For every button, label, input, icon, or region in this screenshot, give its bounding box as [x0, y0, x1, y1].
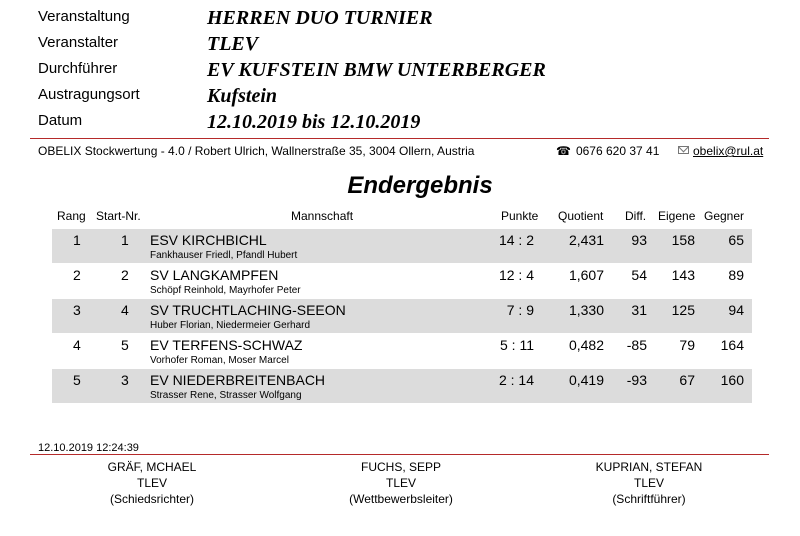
official-club: TLEV [633, 476, 664, 490]
header-divider [30, 138, 769, 139]
header-quotient: Quotient [558, 209, 604, 223]
cell-team: EV NIEDERBREITENBACH [150, 372, 326, 388]
cell-diff: -85 [626, 337, 647, 353]
cell-gegner: 160 [720, 372, 744, 388]
cell-start: 1 [121, 232, 129, 248]
cell-gegner: 89 [728, 267, 744, 283]
header-diff: Diff. [625, 209, 647, 223]
cell-gegner: 65 [728, 232, 744, 248]
cell-players: Schöpf Reinhold, Mayrhofer Peter [150, 285, 301, 296]
official-name: KUPRIAN, STEFAN [595, 460, 703, 474]
official-recorder: KUPRIAN, STEFAN TLEV (Schriftführer) [539, 459, 759, 507]
venue-label: Austragungsort [38, 86, 140, 103]
official-competition-leader: FUCHS, SEPP TLEV (Wettbewerbsleiter) [291, 459, 511, 507]
telephone-icon: ☎ [556, 144, 571, 158]
official-club: TLEV [136, 476, 167, 490]
cell-eigene: 143 [671, 267, 695, 283]
official-role: (Wettbewerbsleiter) [349, 492, 453, 506]
event-value: HERREN DUO TURNIER [207, 7, 433, 29]
cell-start: 5 [121, 337, 129, 353]
table-row: 4 5 EV TERFENS-SCHWAZ Vorhofer Roman, Mo… [52, 334, 752, 368]
event-label: Veranstaltung [38, 8, 130, 25]
cell-eigene: 79 [679, 337, 695, 353]
table-row: 5 3 EV NIEDERBREITENBACH Strasser Rene, … [52, 369, 752, 403]
email-link[interactable]: obelix@rul.at [693, 144, 764, 158]
organizer-value: TLEV [207, 33, 259, 55]
cell-punkte: 14 : 2 [498, 232, 534, 248]
date-label: Datum [38, 112, 83, 129]
page-title: Endergebnis [347, 172, 493, 199]
organizer-label: Veranstalter [38, 34, 119, 51]
official-role: (Schiedsrichter) [109, 492, 195, 506]
table-row: 2 2 SV LANGKAMPFEN Schöpf Reinhold, Mayr… [52, 264, 752, 298]
cell-diff: 93 [631, 232, 647, 248]
cell-rang: 1 [73, 232, 81, 248]
cell-rang: 5 [73, 372, 81, 388]
cell-punkte: 7 : 9 [506, 302, 534, 318]
print-timestamp: 12.10.2019 12:24:39 [38, 442, 139, 454]
cell-start: 4 [121, 302, 129, 318]
table-row: 3 4 SV TRUCHTLACHING-SEEON Huber Florian… [52, 299, 752, 333]
cell-players: Fankhauser Friedl, Pfandl Hubert [150, 250, 298, 261]
header-team: Mannschaft [291, 209, 354, 223]
venue-value: Kufstein [207, 85, 278, 107]
cell-diff: -93 [626, 372, 647, 388]
cell-team: SV LANGKAMPFEN [150, 267, 279, 283]
header-rang: Rang [57, 209, 86, 223]
cell-players: Vorhofer Roman, Moser Marcel [150, 355, 289, 366]
cell-punkte: 5 : 11 [500, 337, 534, 353]
official-role: (Schriftführer) [612, 492, 686, 506]
executor-value: EV KUFSTEIN BMW UNTERBERGER [207, 59, 546, 81]
cell-punkte: 2 : 14 [498, 372, 534, 388]
official-name: GRÄF, MCHAEL [107, 460, 197, 474]
cell-team: ESV KIRCHBICHL [150, 232, 267, 248]
cell-rang: 3 [73, 302, 81, 318]
cell-diff: 54 [631, 267, 647, 283]
cell-eigene: 125 [671, 302, 695, 318]
phone-number: 0676 620 37 41 [575, 144, 660, 158]
cell-punkte: 12 : 4 [498, 267, 534, 283]
date-value: 12.10.2019 bis 12.10.2019 [207, 111, 421, 133]
email-contact: obelix@rul.at [678, 144, 763, 158]
cell-quotient: 1,607 [568, 267, 604, 283]
cell-team: EV TERFENS-SCHWAZ [150, 337, 303, 353]
phone-contact: ☎ 0676 620 37 41 [556, 144, 659, 158]
cell-start: 3 [121, 372, 129, 388]
header-gegner: Gegner [704, 209, 745, 223]
org-text: OBELIX Stockwertung - 4.0 / Robert Ulric… [38, 144, 475, 158]
header-punkte: Punkte [501, 209, 539, 223]
cell-start: 2 [121, 267, 129, 283]
envelope-icon [678, 146, 689, 154]
table-row: 1 1 ESV KIRCHBICHL Fankhauser Friedl, Pf… [52, 229, 752, 263]
executor-label: Durchführer [38, 60, 118, 77]
cell-eigene: 158 [671, 232, 695, 248]
official-club: TLEV [385, 476, 416, 490]
cell-gegner: 164 [720, 337, 744, 353]
cell-team: SV TRUCHTLACHING-SEEON [150, 302, 346, 318]
cell-players: Huber Florian, Niedermeier Gerhard [150, 320, 311, 331]
cell-players: Strasser Rene, Strasser Wolfgang [150, 390, 302, 401]
footer-divider [30, 454, 769, 455]
cell-quotient: 0,482 [568, 337, 604, 353]
cell-quotient: 1,330 [568, 302, 604, 318]
header-start: Start-Nr. [96, 209, 141, 223]
cell-quotient: 2,431 [568, 232, 604, 248]
cell-gegner: 94 [728, 302, 744, 318]
official-name: FUCHS, SEPP [360, 460, 441, 474]
official-referee: GRÄF, MCHAEL TLEV (Schiedsrichter) [42, 459, 262, 507]
cell-quotient: 0,419 [568, 372, 604, 388]
cell-diff: 31 [631, 302, 647, 318]
cell-eigene: 67 [679, 372, 695, 388]
header-eigene: Eigene [658, 209, 696, 223]
cell-rang: 4 [73, 337, 81, 353]
cell-rang: 2 [73, 267, 81, 283]
